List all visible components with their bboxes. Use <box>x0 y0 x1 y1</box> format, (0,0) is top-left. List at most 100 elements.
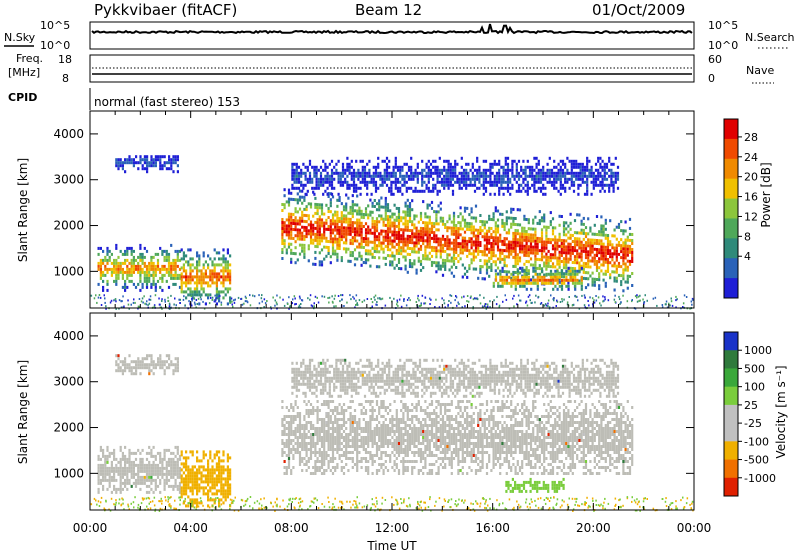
power-cell <box>507 228 511 232</box>
power-cell <box>159 267 162 271</box>
power-speckle <box>95 294 97 297</box>
power-cell <box>312 241 315 245</box>
power-cell <box>493 180 496 184</box>
velocity-cell <box>314 442 317 445</box>
power-cell <box>510 210 513 214</box>
power-cell <box>187 248 190 252</box>
power-cell <box>154 264 157 268</box>
power-cell <box>402 228 405 232</box>
velocity-cell <box>314 469 317 472</box>
power-cell <box>174 158 177 162</box>
power-cell <box>493 159 496 163</box>
power-cell <box>540 219 544 223</box>
power-cell <box>397 225 401 228</box>
power-cell <box>411 265 414 269</box>
velocity-cell <box>301 433 304 436</box>
power-cell <box>373 241 376 244</box>
power-cell <box>600 248 603 252</box>
power-cell <box>222 266 225 270</box>
velocity-cell <box>340 460 343 463</box>
power-cell <box>628 232 632 236</box>
velocity-cell <box>378 406 381 409</box>
power-cell <box>317 180 320 184</box>
power-speckle <box>593 301 596 304</box>
power-cell <box>521 238 524 242</box>
power-cell <box>527 275 531 279</box>
power-cell <box>578 252 581 256</box>
power-cell <box>202 266 205 270</box>
power-cell <box>408 217 412 220</box>
power-cell <box>347 226 350 230</box>
power-speckle <box>243 302 245 305</box>
power-cell <box>146 164 149 168</box>
power-speckle <box>148 298 150 301</box>
power-cell <box>329 237 332 241</box>
velocity-cell <box>318 433 321 436</box>
power-cell <box>174 261 177 265</box>
power-cell <box>287 224 291 228</box>
power-cell <box>573 258 577 262</box>
velocity-cell <box>323 424 326 427</box>
power-cell <box>502 180 505 184</box>
power-cell <box>222 269 225 273</box>
power-cell <box>397 219 401 222</box>
power-cell <box>385 165 389 169</box>
power-cell <box>397 246 401 249</box>
power-cell <box>430 260 434 264</box>
power-cell <box>165 167 168 171</box>
power-speckle <box>179 298 181 301</box>
power-cell <box>472 255 475 259</box>
power-cell <box>191 293 194 297</box>
power-cell <box>520 165 523 169</box>
power-cell <box>591 244 594 248</box>
power-cell <box>600 239 603 243</box>
power-cell <box>106 270 109 274</box>
power-cell <box>113 258 116 262</box>
power-cell <box>347 217 350 221</box>
velocity-cell <box>287 433 291 436</box>
power-cell <box>113 267 116 271</box>
power-cell <box>609 240 612 244</box>
power-cell <box>506 189 510 193</box>
power-cell <box>565 254 568 258</box>
power-cell <box>609 273 612 277</box>
power-cell <box>374 180 378 184</box>
power-speckle <box>636 296 638 299</box>
power-cell <box>401 177 404 181</box>
power-cell <box>527 218 530 222</box>
power-cell <box>543 246 546 250</box>
power-cell <box>303 213 306 217</box>
power-cell <box>397 240 401 243</box>
power-cell <box>554 235 557 239</box>
power-cell <box>580 228 583 232</box>
power-cell <box>168 161 171 165</box>
velocity-cell <box>347 442 350 445</box>
date-title: 01/Oct/2009 <box>592 1 685 19</box>
power-cell <box>352 174 356 178</box>
power-cell <box>580 231 583 235</box>
power-cell <box>503 222 506 226</box>
power-cell <box>360 233 363 237</box>
power-speckle <box>400 294 402 297</box>
velocity-cell <box>292 439 295 442</box>
power-cell <box>141 255 144 259</box>
power-cell <box>426 227 429 231</box>
power-cell <box>451 168 455 172</box>
power-cell <box>590 174 593 178</box>
velocity-cell <box>375 448 379 451</box>
power-cell <box>612 186 615 190</box>
power-cell <box>574 275 577 279</box>
power-cell <box>536 239 539 243</box>
power-cell <box>438 171 441 175</box>
power-cell <box>378 250 381 254</box>
power-cell <box>470 261 473 265</box>
power-cell <box>295 162 298 166</box>
power-cell <box>527 281 531 285</box>
power-cell <box>353 209 357 213</box>
power-cell <box>229 278 232 282</box>
power-cell <box>538 249 541 253</box>
power-cell <box>312 223 315 227</box>
power-cell <box>193 293 196 297</box>
power-cell <box>599 180 602 184</box>
power-cell <box>425 171 428 175</box>
